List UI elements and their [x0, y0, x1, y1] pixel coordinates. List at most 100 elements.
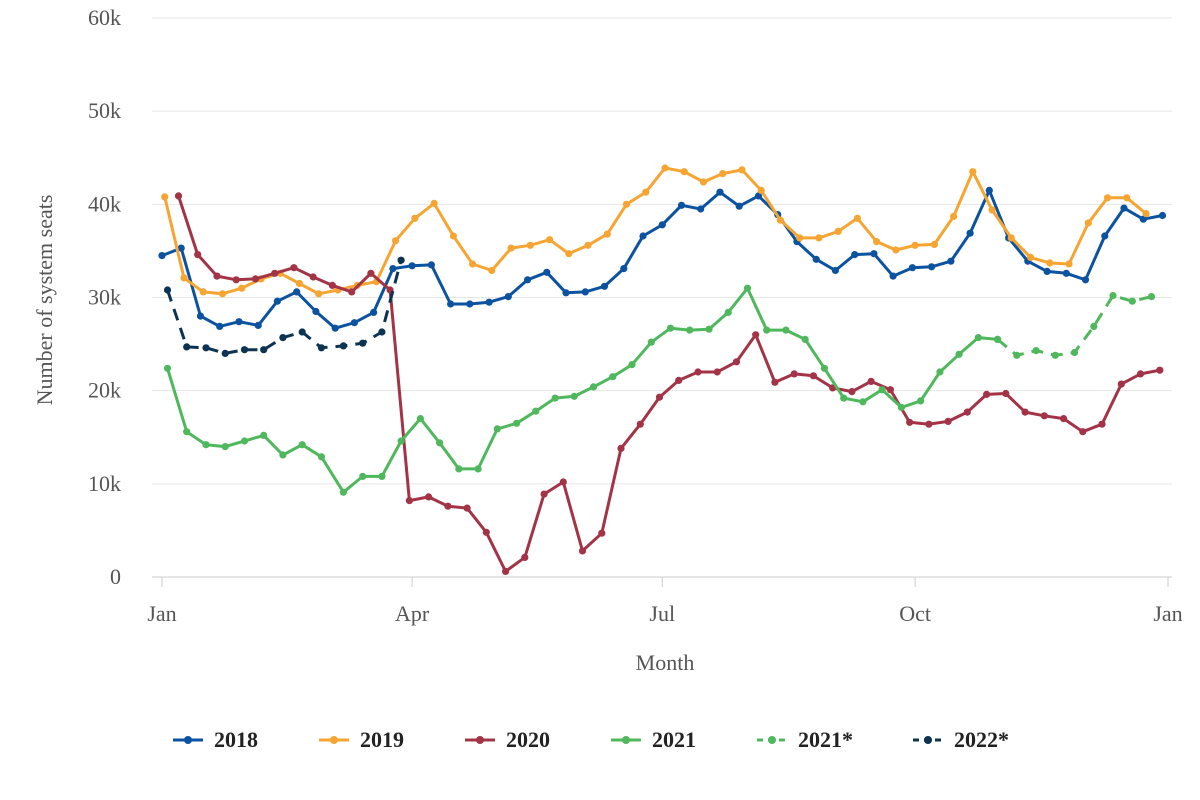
data-point[interactable]	[754, 192, 763, 200]
data-point[interactable]	[1109, 292, 1117, 300]
data-point[interactable]	[240, 437, 249, 445]
data-point[interactable]	[694, 368, 702, 376]
data-point[interactable]	[397, 437, 405, 445]
data-point[interactable]	[1081, 276, 1090, 284]
data-point[interactable]	[295, 279, 303, 288]
data-point[interactable]	[513, 419, 521, 427]
data-point[interactable]	[796, 234, 804, 242]
data-point[interactable]	[724, 308, 732, 316]
data-point[interactable]	[315, 290, 323, 298]
data-point[interactable]	[290, 264, 298, 272]
data-point[interactable]	[815, 234, 823, 242]
data-point[interactable]	[367, 269, 375, 277]
data-point[interactable]	[339, 342, 347, 350]
data-point[interactable]	[161, 193, 169, 201]
data-point[interactable]	[966, 229, 974, 237]
data-point[interactable]	[194, 251, 202, 259]
data-point[interactable]	[502, 567, 510, 576]
data-point[interactable]	[834, 227, 842, 235]
data-point[interactable]	[1027, 253, 1035, 261]
data-point[interactable]	[493, 425, 501, 433]
data-point[interactable]	[504, 293, 512, 301]
data-point[interactable]	[870, 250, 878, 258]
data-point[interactable]	[309, 273, 317, 281]
data-point[interactable]	[317, 344, 325, 352]
data-point[interactable]	[906, 418, 914, 426]
data-point[interactable]	[411, 214, 419, 222]
data-point[interactable]	[1070, 348, 1079, 357]
data-point[interactable]	[260, 346, 268, 354]
data-point[interactable]	[1060, 415, 1068, 423]
data-point[interactable]	[540, 490, 548, 498]
data-point[interactable]	[232, 276, 240, 284]
data-point[interactable]	[944, 417, 952, 425]
data-point[interactable]	[260, 431, 268, 439]
data-point[interactable]	[1043, 267, 1051, 275]
data-point[interactable]	[680, 168, 688, 176]
data-point[interactable]	[911, 241, 919, 249]
data-point[interactable]	[936, 368, 944, 376]
data-point[interactable]	[408, 262, 416, 270]
data-point[interactable]	[928, 263, 936, 271]
data-point[interactable]	[389, 265, 397, 273]
data-point[interactable]	[1139, 215, 1147, 223]
data-point[interactable]	[1079, 428, 1087, 436]
data-point[interactable]	[603, 230, 611, 238]
data-point[interactable]	[339, 488, 347, 496]
data-point[interactable]	[867, 377, 875, 385]
data-point[interactable]	[636, 420, 644, 428]
data-point[interactable]	[801, 335, 809, 343]
data-point[interactable]	[427, 261, 435, 269]
data-point[interactable]	[488, 266, 496, 275]
data-point[interactable]	[183, 343, 191, 351]
data-point[interactable]	[642, 188, 650, 196]
data-point[interactable]	[507, 244, 515, 252]
data-point[interactable]	[1147, 293, 1156, 301]
data-point[interactable]	[163, 286, 172, 294]
data-point[interactable]	[622, 200, 631, 208]
data-point[interactable]	[370, 308, 378, 316]
data-point[interactable]	[348, 288, 356, 296]
data-point[interactable]	[447, 300, 455, 308]
data-point[interactable]	[444, 502, 452, 510]
data-point[interactable]	[713, 368, 721, 376]
data-point[interactable]	[562, 289, 570, 297]
data-point[interactable]	[782, 326, 790, 334]
data-point[interactable]	[1142, 210, 1150, 218]
data-point[interactable]	[917, 397, 925, 405]
data-point[interactable]	[551, 394, 559, 402]
data-point[interactable]	[925, 420, 933, 428]
data-point[interactable]	[639, 232, 647, 240]
data-point[interactable]	[878, 386, 886, 394]
data-point[interactable]	[202, 441, 210, 449]
data-point[interactable]	[600, 282, 609, 290]
data-point[interactable]	[1158, 211, 1167, 220]
data-point[interactable]	[647, 338, 655, 346]
data-point[interactable]	[359, 339, 367, 347]
data-point[interactable]	[886, 386, 895, 394]
data-point[interactable]	[331, 324, 339, 332]
data-point[interactable]	[449, 232, 457, 240]
data-point[interactable]	[196, 312, 205, 320]
data-point[interactable]	[974, 334, 982, 342]
data-point[interactable]	[174, 192, 183, 200]
data-point[interactable]	[578, 547, 587, 555]
data-point[interactable]	[1123, 194, 1131, 202]
data-point[interactable]	[469, 260, 477, 268]
data-point[interactable]	[988, 206, 996, 214]
data-point[interactable]	[397, 256, 405, 264]
data-point[interactable]	[617, 444, 625, 452]
data-point[interactable]	[317, 453, 325, 461]
data-point[interactable]	[1117, 380, 1125, 388]
data-point[interactable]	[405, 497, 413, 505]
data-point[interactable]	[485, 298, 493, 306]
data-point[interactable]	[950, 212, 958, 220]
data-point[interactable]	[743, 284, 752, 292]
data-point[interactable]	[859, 398, 867, 406]
data-point[interactable]	[1084, 219, 1092, 227]
data-point[interactable]	[889, 272, 897, 280]
data-point[interactable]	[1065, 260, 1073, 268]
data-point[interactable]	[771, 378, 779, 386]
data-point[interactable]	[831, 266, 840, 275]
data-point[interactable]	[1090, 322, 1098, 330]
